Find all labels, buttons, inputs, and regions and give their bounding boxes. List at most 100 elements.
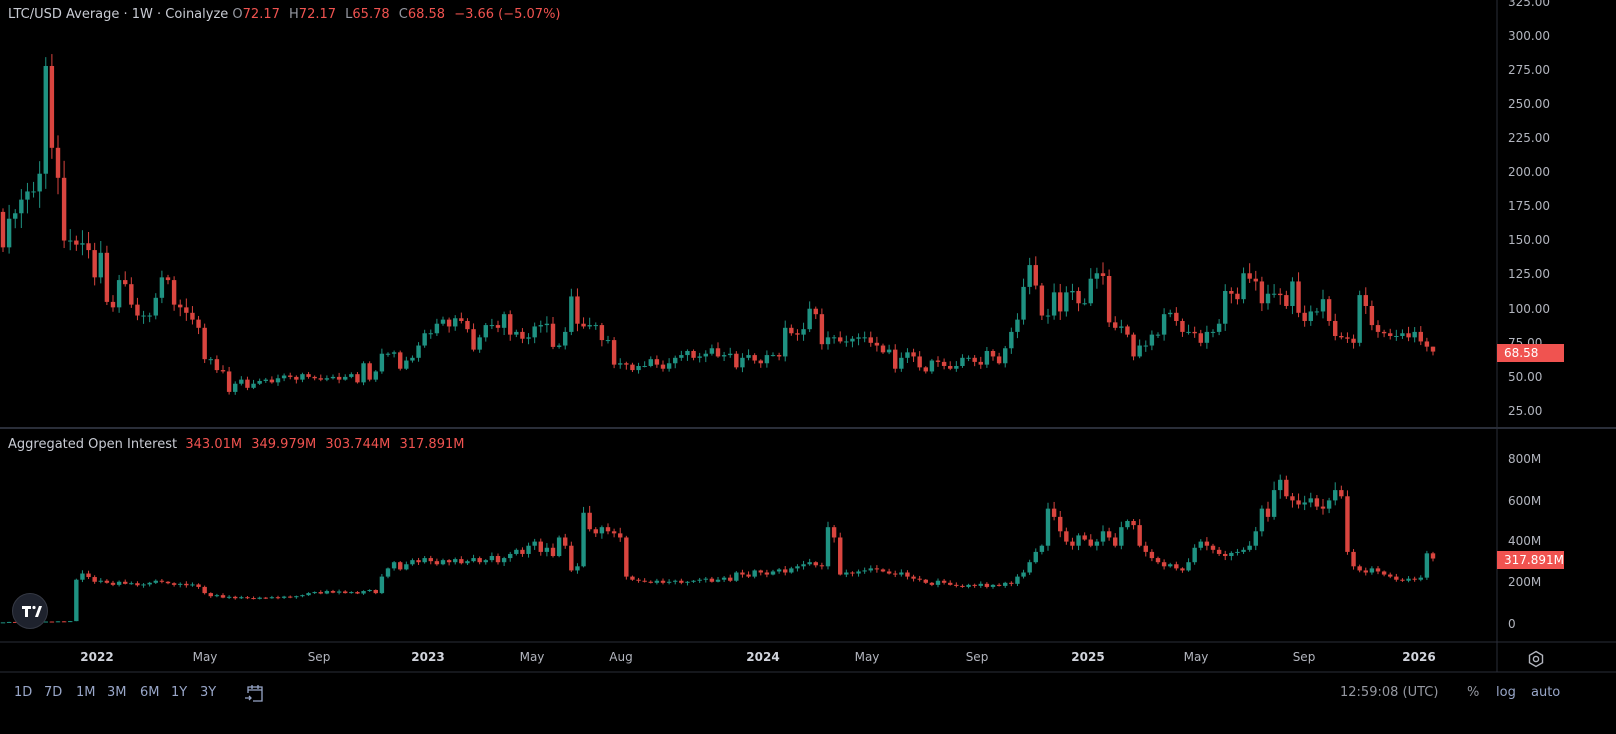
auto-scale-toggle[interactable]: auto (1531, 685, 1561, 700)
oi-candle-body (1284, 479, 1289, 497)
oi-candle-body (703, 578, 708, 580)
price-candle-body (330, 376, 336, 379)
oi-candle-body (1058, 516, 1063, 532)
oi-candle-body (1320, 506, 1326, 509)
oi-candle-body (410, 560, 415, 565)
price-candle-body (685, 350, 690, 356)
oi-candle-body (398, 562, 403, 570)
price-candle-body (422, 333, 427, 346)
price-candle-body (428, 333, 433, 335)
oi-candle-body (850, 572, 855, 574)
oi-candle-body (1247, 545, 1252, 550)
range-1y-button[interactable]: 1Y (171, 685, 188, 700)
oi-candle-body (844, 572, 849, 575)
oi-candle-body (984, 583, 990, 587)
range-1m-button[interactable]: 1M (76, 685, 96, 700)
price-candle-body (813, 308, 818, 315)
tradingview-logo[interactable] (12, 593, 48, 629)
price-candle-body (618, 363, 623, 365)
range-3y-button[interactable]: 3Y (200, 685, 217, 700)
oi-candles (0, 474, 1436, 624)
oi-candle-body (874, 568, 880, 570)
goto-date-button[interactable] (243, 682, 265, 704)
oi-candle-body (630, 576, 635, 580)
chart-settings-button[interactable] (1526, 649, 1546, 669)
range-6m-button[interactable]: 6M (140, 685, 160, 700)
price-candle-body (6, 218, 12, 248)
price-candle-body (416, 345, 421, 358)
oi-candle-body (911, 576, 916, 579)
oi-candle-body (135, 583, 140, 586)
oi-candle-body (831, 527, 837, 538)
price-candle-body (532, 326, 537, 338)
price-candle-body (116, 280, 122, 308)
price-candle-body (1339, 335, 1344, 338)
price-candle-body (1082, 303, 1087, 305)
price-candle-body (1094, 273, 1100, 279)
oi-candle-body (581, 512, 586, 567)
range-1d-button[interactable]: 1D (14, 685, 33, 700)
price-candle-body (404, 360, 409, 369)
oi-candle-body (336, 591, 342, 593)
oi-candle-body (1180, 568, 1185, 571)
price-candle-body (1314, 311, 1320, 313)
oi-candle-body (563, 537, 568, 546)
oi-candle-body (795, 566, 800, 569)
oi-candle-body (1369, 568, 1375, 573)
oi-candle-body (1051, 508, 1057, 517)
range-7d-button[interactable]: 7D (44, 685, 63, 700)
price-tick: 250.00 (1508, 97, 1550, 111)
oi-candle-body (666, 581, 672, 583)
open-label: O (232, 7, 243, 22)
oi-candle-body (758, 570, 763, 573)
oi-candle-body (501, 558, 507, 563)
price-candle-body (893, 349, 898, 369)
oi-candle-body (1070, 541, 1075, 546)
price-candle-body (1394, 335, 1399, 337)
price-candle-body (391, 352, 397, 354)
price-candle-body (1247, 273, 1252, 279)
price-candle-body (1406, 333, 1411, 338)
symbol-title: LTC/USD Average · 1W · Coinalyze (8, 7, 229, 22)
price-candle-body (886, 349, 892, 353)
change-value: −3.66 (−5.07%) (454, 7, 561, 22)
utc-clock[interactable]: 12:59:08 (UTC) (1340, 685, 1439, 700)
log-scale-toggle[interactable]: log (1496, 685, 1516, 700)
price-candle-body (477, 337, 482, 350)
oi-candle-body (1082, 535, 1087, 540)
oi-candle-body (226, 596, 232, 598)
price-candle-body (648, 359, 653, 366)
time-label: 2026 (1402, 650, 1436, 664)
oi-candle-body (813, 562, 818, 566)
price-candle-body (715, 348, 721, 357)
price-candle-body (1400, 333, 1405, 336)
price-candle-body (446, 319, 452, 327)
oi-high-value: 349.979M (251, 437, 317, 452)
price-candle-body (343, 376, 348, 380)
oi-candle-body (1113, 537, 1118, 546)
price-candle-body (1278, 293, 1283, 296)
oi-candle-body (422, 558, 427, 563)
time-label: Aug (609, 650, 633, 664)
oi-candle-body (801, 564, 806, 567)
price-candle-body (679, 355, 684, 358)
oi-candle-body (721, 577, 727, 580)
price-candle-body (611, 340, 617, 365)
percent-scale-toggle[interactable]: % (1467, 685, 1480, 700)
price-candle-body (275, 378, 281, 383)
price-candle-body (410, 357, 415, 361)
oi-candle-body (550, 547, 556, 557)
oi-candle-body (80, 573, 85, 580)
price-candle-body (581, 323, 586, 327)
price-candle-body (1021, 286, 1026, 320)
price-candle-body (703, 353, 708, 357)
price-candle-body (831, 337, 837, 339)
close-value: 68.58 (407, 7, 446, 22)
price-candle-body (1235, 293, 1240, 300)
range-3m-button[interactable]: 3M (107, 685, 127, 700)
price-candle-body (398, 352, 403, 369)
price-candle-body (1039, 285, 1045, 316)
oi-candle-body (905, 572, 910, 577)
price-tick: 150.00 (1508, 233, 1550, 247)
